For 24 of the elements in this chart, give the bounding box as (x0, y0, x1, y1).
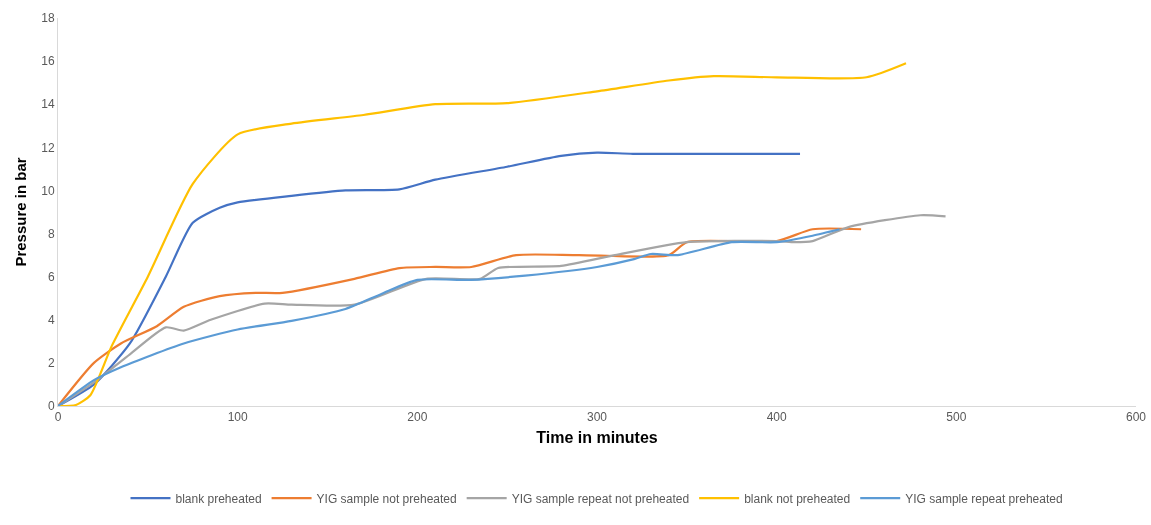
x-tick-label: 400 (766, 410, 787, 425)
x-axis-title: Time in minutes (536, 429, 658, 447)
y-tick-label: 10 (41, 183, 55, 198)
legend-label: YIG sample repeat not preheated (511, 491, 690, 506)
y-tick-label: 18 (41, 11, 55, 26)
y-tick-label: 0 (47, 399, 55, 414)
y-tick-label: 2 (47, 356, 55, 371)
legend-label: blank preheated (175, 491, 262, 506)
x-tick-label: 500 (946, 410, 967, 425)
y-tick-label: 14 (41, 97, 55, 112)
y-tick-label: 4 (47, 312, 55, 327)
y-tick-label: 8 (47, 226, 55, 241)
x-tick-label: 600 (1125, 410, 1147, 425)
y-tick-label: 6 (47, 269, 55, 284)
x-tick-label: 200 (407, 410, 428, 425)
y-axis-title: Pressure in bar (12, 157, 30, 267)
line-series (58, 62, 908, 406)
legend-label: YIG sample repeat preheated (905, 491, 1063, 506)
x-tick-label: 300 (586, 410, 608, 425)
x-tick-label: 100 (227, 410, 248, 425)
y-tick-label: 16 (41, 54, 55, 69)
legend-label: blank not preheated (744, 491, 851, 506)
legend-label: YIG sample not preheated (316, 491, 457, 506)
y-tick-label: 12 (41, 140, 55, 155)
